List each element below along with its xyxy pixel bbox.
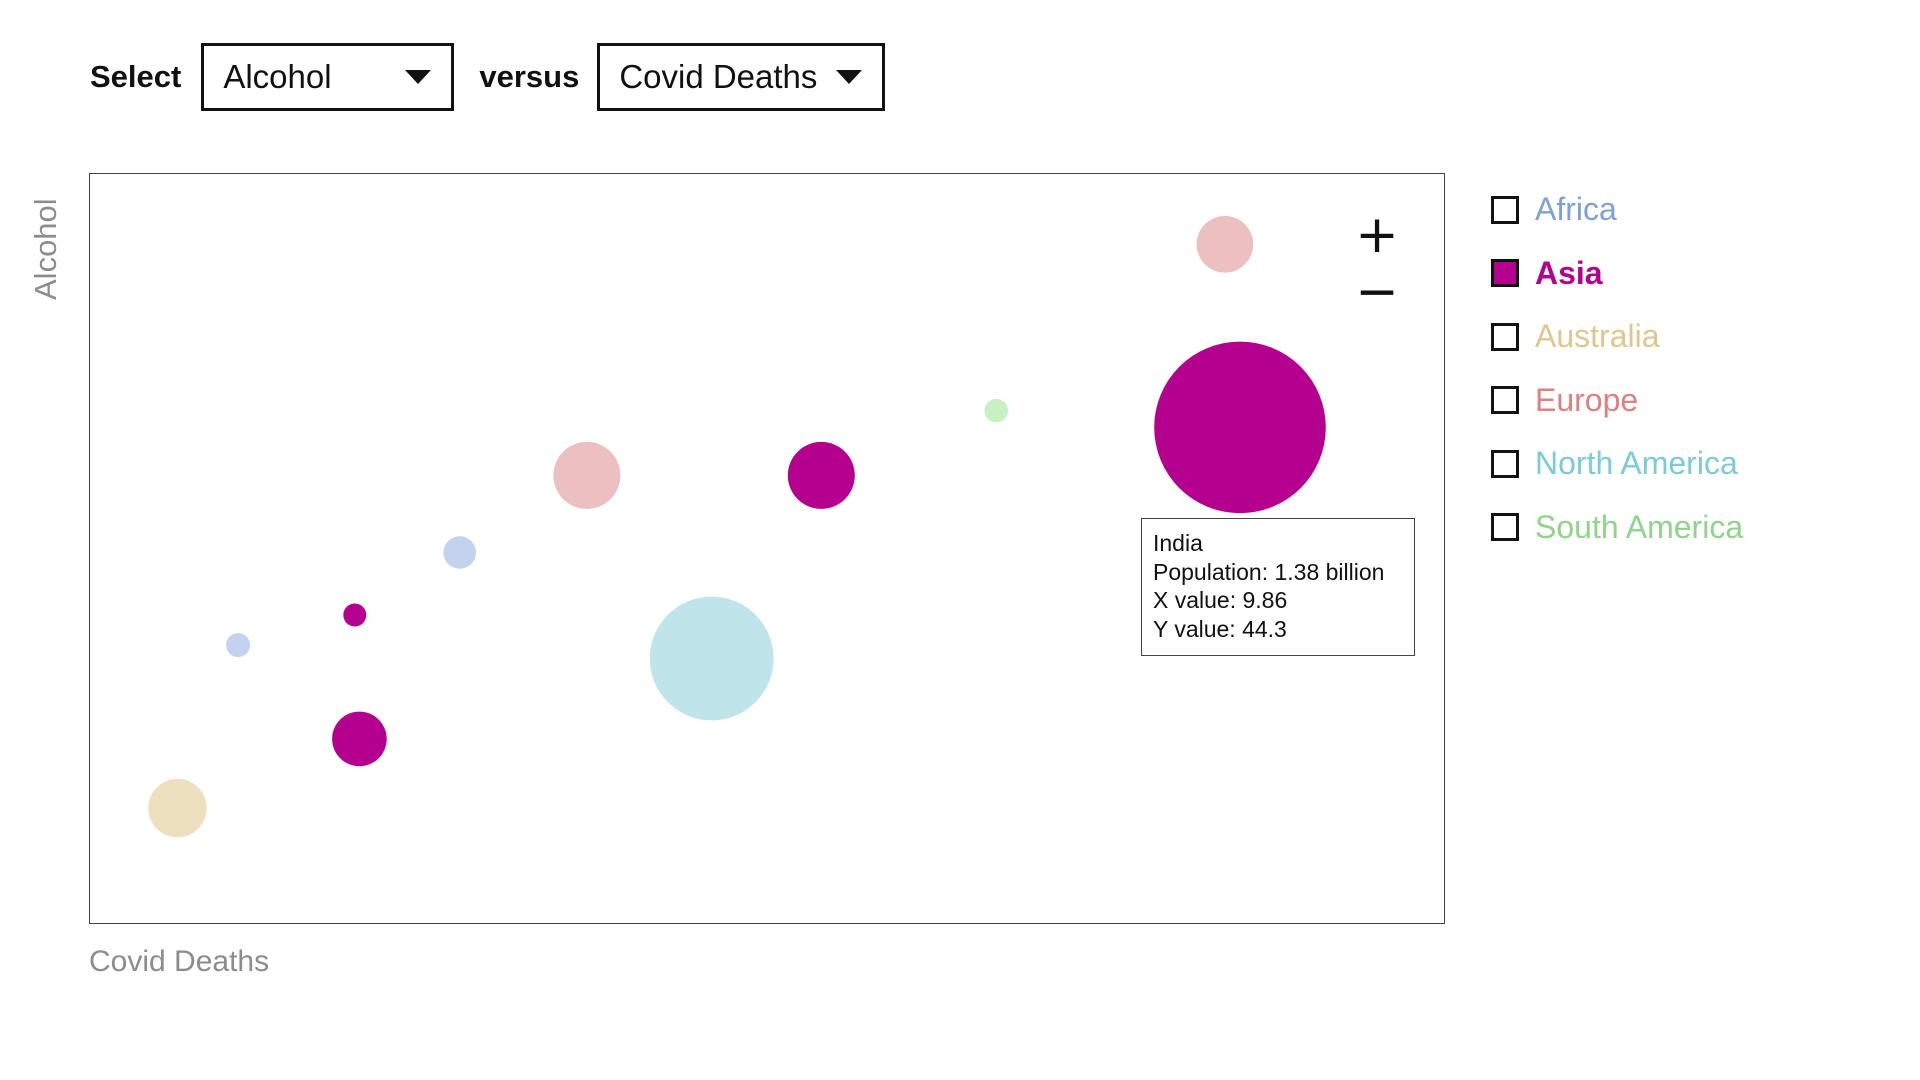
- versus-label: versus: [479, 59, 580, 94]
- caret-down-icon: [405, 70, 432, 84]
- legend-checkbox[interactable]: [1491, 513, 1519, 542]
- legend-label: Australia: [1535, 318, 1660, 355]
- legend-item-south-america[interactable]: South America: [1491, 496, 1743, 560]
- legend-label: North America: [1535, 445, 1738, 482]
- bubble-europe-5[interactable]: [553, 441, 621, 509]
- continent-legend: Africa Asia Australia Europe North America So…: [1491, 178, 1743, 559]
- bubble-africa-4[interactable]: [443, 536, 477, 569]
- point-tooltip: India Population: 1.38 billion X value: …: [1141, 518, 1415, 656]
- legend-checkbox[interactable]: [1491, 259, 1519, 288]
- legend-item-asia[interactable]: Asia: [1491, 242, 1743, 306]
- bubble-asia-7[interactable]: [787, 441, 855, 509]
- y-variable-value: Alcohol: [223, 58, 332, 95]
- x-axis-label: Covid Deaths: [89, 945, 270, 978]
- x-variable-select[interactable]: Covid Deaths: [597, 43, 886, 111]
- legend-label: Europe: [1535, 381, 1639, 418]
- bubble-australia-0[interactable]: [148, 778, 207, 838]
- legend-checkbox[interactable]: [1491, 195, 1519, 224]
- legend-label: Africa: [1535, 191, 1617, 228]
- y-axis-label: Alcohol: [28, 198, 63, 300]
- legend-item-europe[interactable]: Europe: [1491, 369, 1743, 433]
- y-variable-select[interactable]: Alcohol: [201, 43, 455, 111]
- tooltip-y-value: Y value: 44.3: [1153, 615, 1287, 642]
- bubble-asia-3[interactable]: [332, 711, 387, 767]
- legend-checkbox[interactable]: [1491, 386, 1519, 415]
- legend-item-africa[interactable]: Africa: [1491, 178, 1743, 242]
- bubble-asia-9[interactable]: [1154, 341, 1326, 514]
- caret-down-icon: [836, 70, 863, 84]
- legend-checkbox[interactable]: [1491, 449, 1519, 478]
- legend-item-north-america[interactable]: North America: [1491, 432, 1743, 496]
- tooltip-country: India: [1153, 530, 1203, 556]
- legend-label: South America: [1535, 508, 1744, 545]
- zoom-out-button[interactable]: −: [1355, 262, 1399, 322]
- controls-bar: Select Alcohol versus Covid Deaths: [90, 43, 886, 111]
- scatter-plot: [148, 216, 1326, 838]
- tooltip-x-value: X value: 9.86: [1153, 587, 1288, 613]
- bubble-south-america-8[interactable]: [984, 398, 1009, 423]
- zoom-in-button[interactable]: +: [1355, 205, 1399, 265]
- legend-item-australia[interactable]: Australia: [1491, 305, 1743, 369]
- legend-label: Asia: [1535, 254, 1603, 291]
- plot-area[interactable]: + − India Population: 1.38 billion X val…: [89, 173, 1445, 924]
- bubble-europe-10[interactable]: [1196, 216, 1254, 273]
- tooltip-population: Population: 1.38 billion: [1153, 558, 1385, 585]
- bubble-north-america-6[interactable]: [649, 596, 774, 721]
- select-label: Select: [90, 59, 182, 94]
- bubble-asia-2[interactable]: [343, 603, 367, 627]
- x-variable-value: Covid Deaths: [619, 58, 818, 95]
- legend-checkbox[interactable]: [1491, 322, 1519, 351]
- bubble-africa-1[interactable]: [226, 633, 251, 658]
